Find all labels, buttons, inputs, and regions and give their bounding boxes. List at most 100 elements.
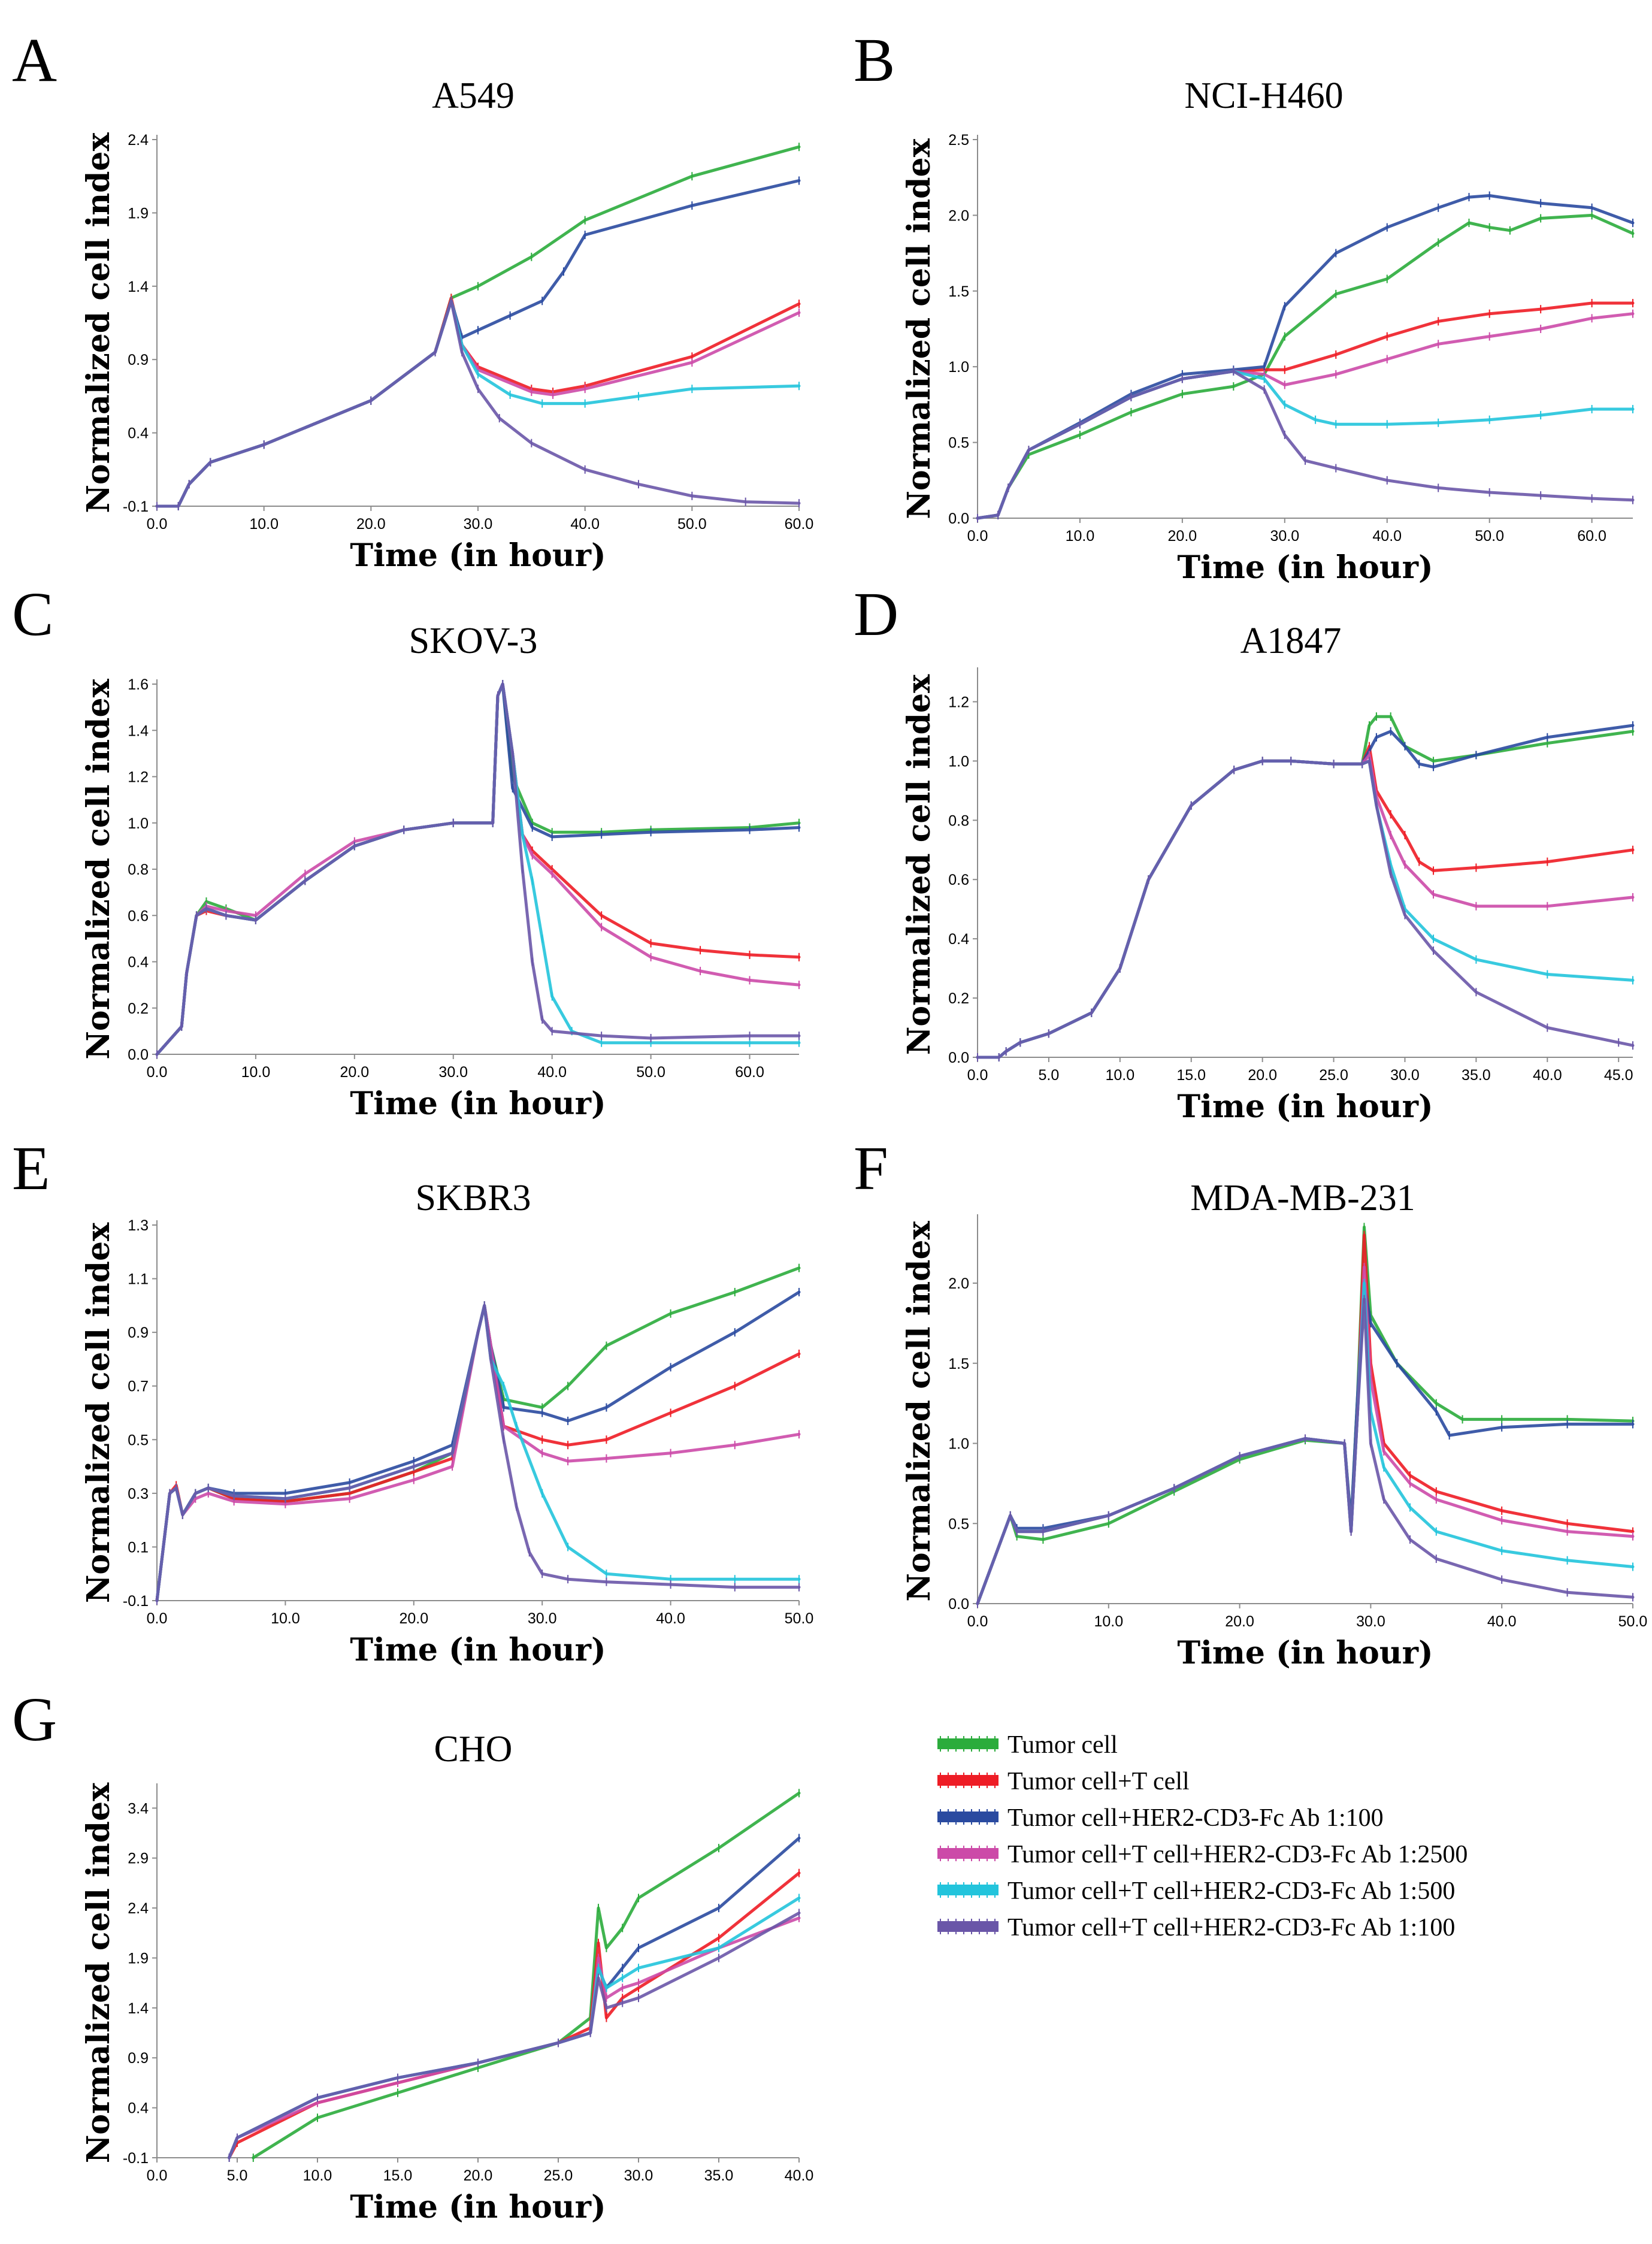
legend-swatch <box>937 1848 999 1859</box>
y-tick-label: -0.1 <box>123 498 149 515</box>
chart-panel-g: G CHO 0.0 5.0 10.0 15.0 20.0 25.0 30.0 35.0 40.0 -0… <box>12 1685 813 2225</box>
y-tick-label: 0.8 <box>128 861 149 878</box>
series-line <box>976 759 1635 1059</box>
y-tick-label: 1.4 <box>128 279 149 295</box>
x-axis-label: Time (in hour) <box>350 1085 606 1122</box>
series-line <box>976 1225 1635 1605</box>
x-axis-label: Time (in hour) <box>350 2189 606 2225</box>
panel-title: A1847 <box>1240 621 1342 661</box>
chart-panel-a: A A549 0.0 10.0 20.0 30.0 40.0 50.0 60.0 -0.1 0.4 0… <box>12 26 813 574</box>
x-tick-label: 40.0 <box>537 1064 567 1081</box>
y-tick-label: 0.6 <box>128 908 149 924</box>
y-tick-label: 1.6 <box>128 676 149 693</box>
series-5 <box>976 367 1635 522</box>
x-tick-label: 10.0 <box>1094 1613 1123 1630</box>
x-tick-label: 0.0 <box>147 1610 168 1627</box>
x-axis-label: Time (in hour) <box>350 537 606 574</box>
x-tick-label: 5.0 <box>1039 1067 1060 1084</box>
series-6 <box>976 367 1635 522</box>
x-tick-label: 50.0 <box>1618 1613 1648 1630</box>
y-tick-label: 0.4 <box>948 931 969 948</box>
series-line <box>155 1266 801 1602</box>
legend-swatch <box>937 1738 999 1749</box>
x-tick-label: 30.0 <box>1270 528 1299 545</box>
chart-panel-f: F MDA-MB-231 0.0 10.0 20.0 30.0 40.0 50.0 0.0 0.5… <box>854 1134 1647 1671</box>
x-tick-label: 10.0 <box>241 1064 271 1081</box>
panel-letter: F <box>854 1134 888 1203</box>
panel-title: NCI-H460 <box>1184 75 1343 116</box>
y-tick-label: 1.3 <box>128 1217 149 1234</box>
y-tick-label: 0.0 <box>948 1596 969 1613</box>
x-tick-label: 15.0 <box>1176 1067 1206 1084</box>
y-tick-label: 0.0 <box>948 1050 969 1066</box>
x-tick-label: 50.0 <box>1475 528 1504 545</box>
y-tick-label: 0.5 <box>948 1516 969 1532</box>
series-line <box>228 1836 801 2160</box>
y-axis-label: Normalized cell index <box>80 132 117 513</box>
legend-label: Tumor cell+T cell+HER2-CD3-Fc Ab 1:100 <box>1007 1914 1455 1941</box>
x-tick-label: 30.0 <box>438 1064 468 1081</box>
y-tick-label: 0.3 <box>128 1486 149 1502</box>
y-tick-label: -0.1 <box>123 2150 149 2167</box>
y-tick-label: 2.0 <box>948 1275 969 1292</box>
y-tick-label: 1.0 <box>948 753 969 770</box>
y-axis-label: Normalized cell index <box>80 1782 117 2163</box>
y-tick-label: 0.4 <box>128 2100 149 2117</box>
panel-title: CHO <box>434 1729 513 1770</box>
y-tick-label: 1.4 <box>128 2000 149 2017</box>
y-tick-label: 0.5 <box>948 435 969 452</box>
series-line <box>976 194 1635 520</box>
y-tick-label: 0.6 <box>948 872 969 888</box>
x-tick-label: 40.0 <box>1372 528 1402 545</box>
series-line <box>228 1916 801 2160</box>
x-tick-label: 10.0 <box>303 2167 332 2184</box>
chart-panel-c: C SKOV-3 0.0 10.0 20.0 30.0 40.0 50.0 60.0 0.0 0.2… <box>12 580 801 1122</box>
legend-label: Tumor cell+T cell+HER2-CD3-Fc Ab 1:500 <box>1007 1877 1455 1905</box>
series-1 <box>976 712 1635 1061</box>
x-tick-label: 20.0 <box>1168 528 1197 545</box>
y-tick-label: 1.9 <box>128 205 149 222</box>
chart-panel-b: B NCI-H460 0.0 10.0 20.0 30.0 40.0 50.0 60.0 0.0 0… <box>854 26 1635 586</box>
x-tick-label: 40.0 <box>1533 1067 1562 1084</box>
panel-title: SKOV-3 <box>409 621 538 661</box>
y-tick-label: 0.4 <box>128 954 149 971</box>
series-5 <box>228 1894 801 2162</box>
y-tick-label: 0.2 <box>948 990 969 1007</box>
series-line <box>155 682 801 1056</box>
x-tick-label: 15.0 <box>383 2167 413 2184</box>
x-tick-label: 10.0 <box>1066 528 1095 545</box>
x-tick-label: 20.0 <box>356 516 386 533</box>
series-line <box>976 370 1635 520</box>
x-tick-label: 30.0 <box>464 516 493 533</box>
series-line <box>976 759 1635 1059</box>
x-tick-label: 60.0 <box>1577 528 1606 545</box>
legend-swatch <box>937 1921 999 1932</box>
x-tick-label: 5.0 <box>227 2167 248 2184</box>
x-tick-label: 0.0 <box>147 2167 168 2184</box>
x-tick-label: 35.0 <box>704 2167 734 2184</box>
x-tick-label: 40.0 <box>570 516 600 533</box>
x-tick-label: 30.0 <box>1390 1067 1420 1084</box>
x-tick-label: 60.0 <box>785 516 814 533</box>
x-tick-label: 40.0 <box>656 1610 685 1627</box>
series-6 <box>976 1295 1635 1608</box>
series-6 <box>155 297 801 510</box>
series-1 <box>155 680 801 1059</box>
x-tick-label: 0.0 <box>147 516 168 533</box>
series-line <box>228 1871 801 2160</box>
y-tick-label: 0.9 <box>128 1324 149 1341</box>
y-axis-label: Normalized cell index <box>901 674 937 1055</box>
series-3 <box>976 721 1635 1061</box>
x-axis-label: Time (in hour) <box>1177 549 1433 586</box>
x-tick-label: 20.0 <box>464 2167 493 2184</box>
x-tick-label: 25.0 <box>544 2167 573 2184</box>
y-tick-label: 1.4 <box>128 722 149 739</box>
x-tick-label: 20.0 <box>340 1064 370 1081</box>
x-tick-label: 50.0 <box>677 516 707 533</box>
series-line <box>155 682 801 1056</box>
x-tick-label: 0.0 <box>967 1613 988 1630</box>
series-4 <box>155 1301 801 1605</box>
y-tick-label: 1.0 <box>128 815 149 832</box>
y-axis-label: Normalized cell index <box>80 678 117 1059</box>
series-6 <box>976 757 1635 1061</box>
